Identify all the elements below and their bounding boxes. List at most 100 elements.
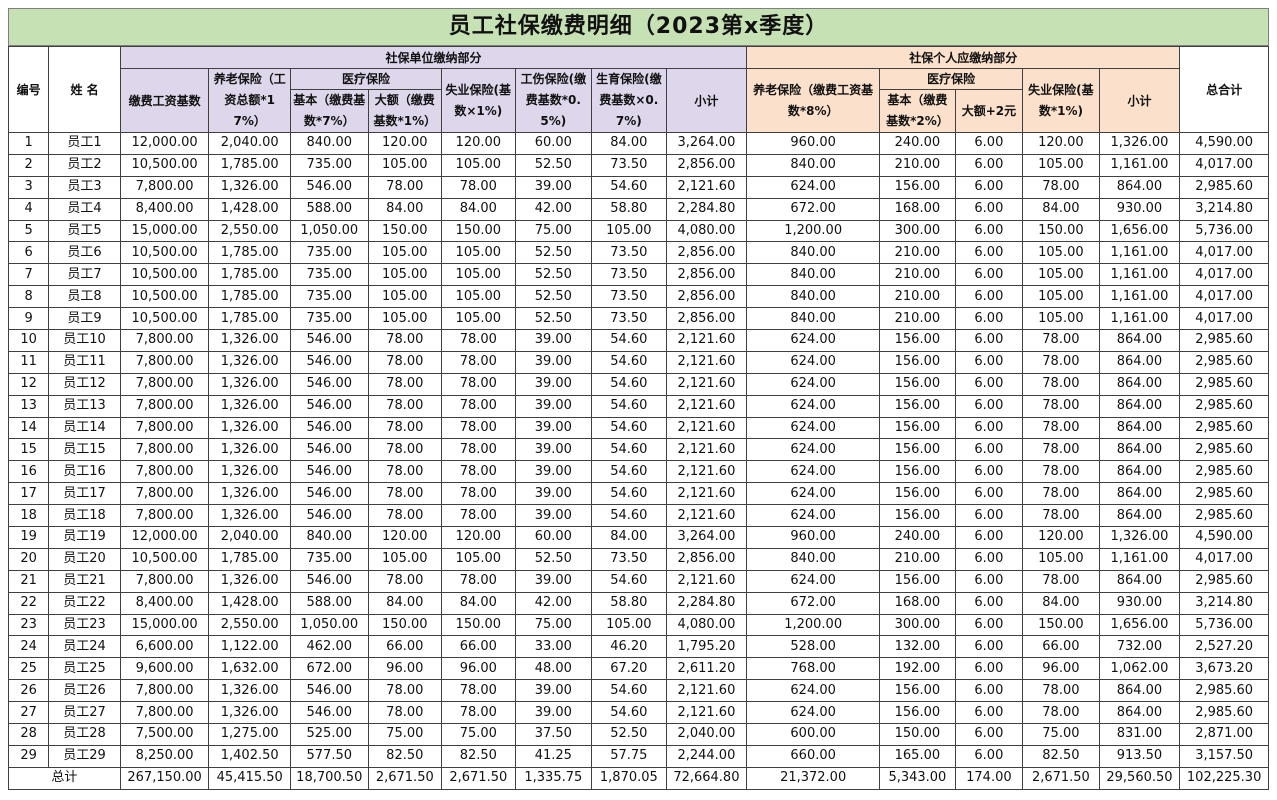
table-cell[interactable]: 2,121.60: [665, 482, 748, 506]
table-cell[interactable]: 1,326.00: [208, 416, 291, 440]
table-cell[interactable]: 84.00: [367, 591, 443, 615]
cell-name[interactable]: 员工12: [48, 372, 121, 396]
table-cell[interactable]: 4,017.00: [1179, 547, 1269, 571]
table-cell[interactable]: 2,985.60: [1179, 329, 1269, 352]
table-cell[interactable]: 1,326.00: [208, 701, 291, 725]
table-cell[interactable]: 546.00: [289, 482, 369, 506]
cell-name[interactable]: 员工20: [48, 547, 121, 571]
table-cell[interactable]: 8,250.00: [119, 744, 210, 768]
table-cell[interactable]: 1,050.00: [289, 219, 369, 243]
table-cell[interactable]: 6.00: [954, 744, 1024, 768]
table-cell[interactable]: 1,275.00: [208, 723, 291, 746]
cell-name[interactable]: 员工6: [48, 241, 121, 265]
table-cell[interactable]: 120.00: [441, 526, 516, 549]
table-cell[interactable]: 39.00: [514, 569, 593, 593]
table-cell[interactable]: 2,284.80: [665, 197, 748, 221]
col-header-unit-med-basic[interactable]: 基本（缴费基数*7%）: [289, 89, 369, 133]
table-cell[interactable]: 624.00: [746, 482, 881, 506]
table-cell[interactable]: 39.00: [514, 460, 593, 484]
table-cell[interactable]: 52.50: [514, 263, 593, 287]
table-cell[interactable]: 546.00: [289, 416, 369, 440]
table-cell[interactable]: 1,161.00: [1098, 547, 1181, 571]
table-cell[interactable]: 6.00: [954, 394, 1024, 418]
table-cell[interactable]: 105.00: [1022, 241, 1100, 265]
cell-no[interactable]: 1: [7, 132, 50, 155]
table-cell[interactable]: 48.00: [514, 657, 593, 681]
table-cell[interactable]: 2,985.60: [1179, 438, 1269, 462]
table-cell[interactable]: 82.50: [1022, 744, 1100, 768]
table-cell[interactable]: 4,017.00: [1179, 307, 1269, 331]
table-cell[interactable]: 84.00: [441, 591, 516, 615]
table-cell[interactable]: 7,800.00: [119, 329, 210, 352]
table-cell[interactable]: 10,500.00: [119, 285, 210, 309]
table-cell[interactable]: 78.00: [1022, 394, 1100, 418]
table-cell[interactable]: 78.00: [441, 416, 516, 440]
table-cell[interactable]: 1,326.00: [208, 372, 291, 396]
table-cell[interactable]: 105.00: [367, 547, 443, 571]
table-cell[interactable]: 1,326.00: [208, 460, 291, 484]
table-cell[interactable]: 3,157.50: [1179, 744, 1269, 768]
table-cell[interactable]: 78.00: [441, 569, 516, 593]
table-cell[interactable]: 672.00: [746, 197, 881, 221]
table-cell[interactable]: 105.00: [1022, 547, 1100, 571]
table-cell[interactable]: 8,400.00: [119, 591, 210, 615]
table-cell[interactable]: 1,785.00: [208, 547, 291, 571]
table-cell[interactable]: 156.00: [879, 372, 956, 396]
table-cell[interactable]: 4,080.00: [665, 219, 748, 243]
table-cell[interactable]: 150.00: [1022, 219, 1100, 243]
table-cell[interactable]: 4,017.00: [1179, 241, 1269, 265]
col-header-personal-unemployment[interactable]: 失业保险(基数*1%): [1022, 68, 1100, 133]
table-cell[interactable]: 672.00: [289, 657, 369, 681]
table-cell[interactable]: 2,244.00: [665, 744, 748, 768]
table-cell[interactable]: 7,800.00: [119, 438, 210, 462]
table-cell[interactable]: 4,080.00: [665, 613, 748, 637]
table-cell[interactable]: 840.00: [746, 307, 881, 331]
table-cell[interactable]: 300.00: [879, 219, 956, 243]
table-cell[interactable]: 58.80: [591, 591, 667, 615]
table-cell[interactable]: 7,800.00: [119, 175, 210, 199]
table-cell[interactable]: 54.60: [591, 460, 667, 484]
table-cell[interactable]: 2,985.60: [1179, 394, 1269, 418]
table-cell[interactable]: 2,985.60: [1179, 416, 1269, 440]
table-cell[interactable]: 54.60: [591, 329, 667, 352]
table-cell[interactable]: 210.00: [879, 285, 956, 309]
table-cell[interactable]: 864.00: [1098, 438, 1181, 462]
table-cell[interactable]: 840.00: [746, 153, 881, 177]
cell-no[interactable]: 3: [7, 175, 50, 199]
table-cell[interactable]: 52.50: [514, 153, 593, 177]
table-cell[interactable]: 150.00: [367, 219, 443, 243]
cell-no[interactable]: 15: [7, 438, 50, 462]
table-cell[interactable]: 78.00: [441, 679, 516, 703]
total-cell[interactable]: 72,664.80: [665, 766, 748, 790]
table-cell[interactable]: 105.00: [591, 219, 667, 243]
col-header-grand-total[interactable]: 总合计: [1179, 46, 1269, 133]
table-cell[interactable]: 462.00: [289, 635, 369, 659]
table-cell[interactable]: 1,428.00: [208, 591, 291, 615]
table-cell[interactable]: 2,856.00: [665, 547, 748, 571]
table-cell[interactable]: 210.00: [879, 241, 956, 265]
table-cell[interactable]: 6.00: [954, 285, 1024, 309]
table-cell[interactable]: 78.00: [1022, 679, 1100, 703]
table-cell[interactable]: 588.00: [289, 197, 369, 221]
table-cell[interactable]: 78.00: [1022, 569, 1100, 593]
cell-no[interactable]: 19: [7, 526, 50, 549]
cell-no[interactable]: 28: [7, 723, 50, 746]
table-cell[interactable]: 78.00: [367, 372, 443, 396]
table-cell[interactable]: 120.00: [441, 132, 516, 155]
table-cell[interactable]: 4,590.00: [1179, 132, 1269, 155]
table-cell[interactable]: 864.00: [1098, 482, 1181, 506]
col-header-personal-pension[interactable]: 养老保险（缴费工资基数*8%）: [746, 68, 881, 133]
table-cell[interactable]: 156.00: [879, 175, 956, 199]
table-cell[interactable]: 1,326.00: [1098, 526, 1181, 549]
cell-no[interactable]: 2: [7, 153, 50, 177]
table-cell[interactable]: 156.00: [879, 329, 956, 352]
table-cell[interactable]: 1,326.00: [208, 329, 291, 352]
table-cell[interactable]: 735.00: [289, 241, 369, 265]
cell-no[interactable]: 27: [7, 701, 50, 725]
table-cell[interactable]: 105.00: [441, 307, 516, 331]
table-cell[interactable]: 54.60: [591, 679, 667, 703]
cell-name[interactable]: 员工25: [48, 657, 121, 681]
table-cell[interactable]: 210.00: [879, 153, 956, 177]
cell-name[interactable]: 员工3: [48, 175, 121, 199]
table-cell[interactable]: 120.00: [367, 526, 443, 549]
